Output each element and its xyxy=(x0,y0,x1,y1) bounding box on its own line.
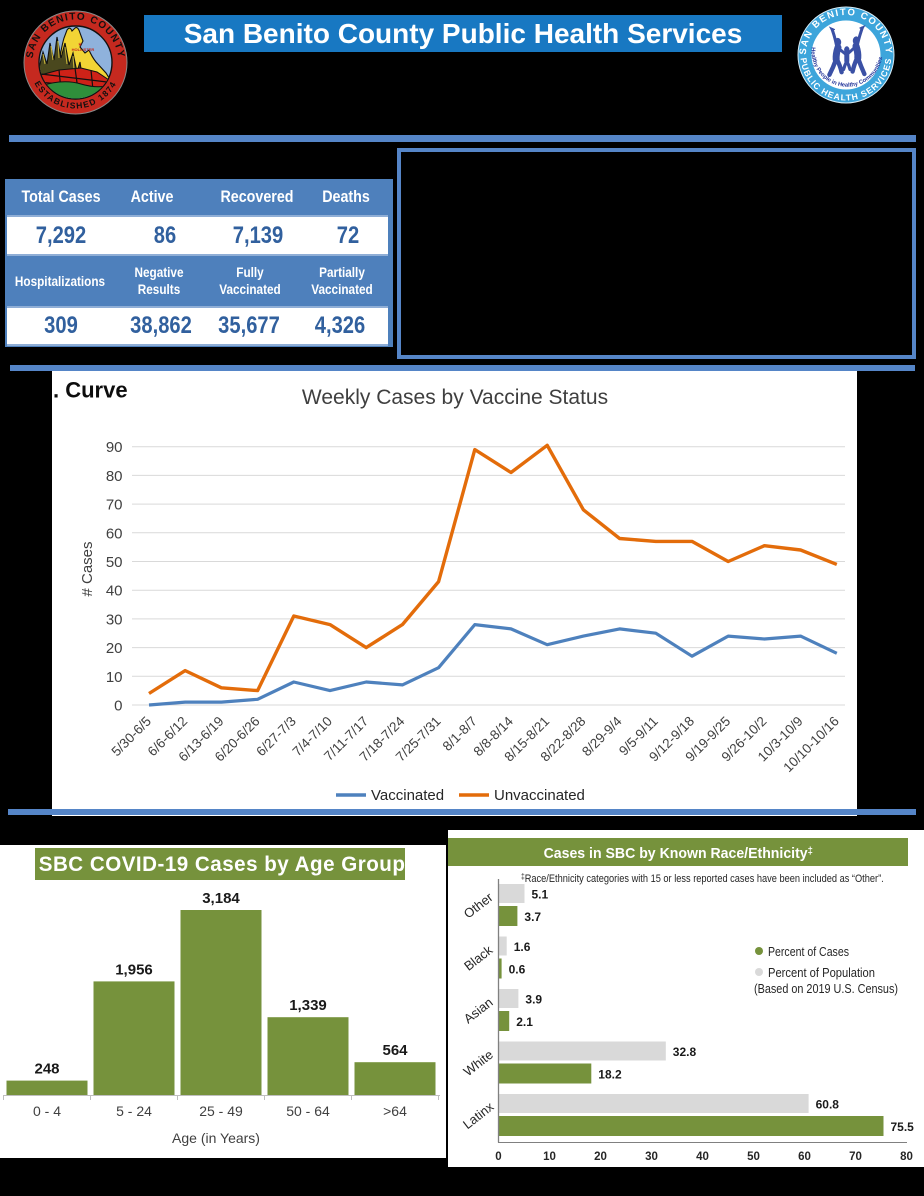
svg-text:(Based on 2019 U.S. Census): (Based on 2019 U.S. Census) xyxy=(754,982,898,996)
svg-text:0 - 4: 0 - 4 xyxy=(33,1103,61,1119)
svg-text:30: 30 xyxy=(106,611,123,628)
svg-text:25 - 49: 25 - 49 xyxy=(199,1103,243,1119)
svg-text:0.6: 0.6 xyxy=(509,963,526,977)
svg-text:Unvaccinated: Unvaccinated xyxy=(494,787,585,804)
svg-text:60: 60 xyxy=(106,525,123,542)
svg-text:70: 70 xyxy=(849,1151,862,1163)
svg-text:1.6: 1.6 xyxy=(514,940,531,954)
svg-text:Latinx: Latinx xyxy=(460,1099,497,1132)
svg-text:248: 248 xyxy=(34,1061,59,1078)
svg-text:★: ★ xyxy=(78,42,83,48)
svg-text:1,956: 1,956 xyxy=(115,961,153,978)
svg-text:60.8: 60.8 xyxy=(816,1098,840,1112)
svg-text:Age (in Years): Age (in Years) xyxy=(172,1130,260,1146)
svg-text:8/29-9/4: 8/29-9/4 xyxy=(579,713,625,759)
svg-text:3.7: 3.7 xyxy=(524,910,541,924)
svg-text:Black: Black xyxy=(461,942,496,974)
svg-text:0: 0 xyxy=(495,1151,501,1163)
svg-text:30: 30 xyxy=(645,1151,658,1163)
svg-text:80: 80 xyxy=(900,1151,913,1163)
svg-text:40: 40 xyxy=(106,583,123,600)
svg-text:>64: >64 xyxy=(383,1103,407,1119)
svg-text:50 - 64: 50 - 64 xyxy=(286,1103,330,1119)
svg-text:3.9: 3.9 xyxy=(525,993,542,1007)
svg-text:Weekly Cases by Vaccine Status: Weekly Cases by Vaccine Status xyxy=(302,386,608,409)
svg-text:20: 20 xyxy=(106,640,123,657)
svg-text:80: 80 xyxy=(106,468,123,485)
svg-text:White: White xyxy=(461,1047,496,1079)
svg-text:2.1: 2.1 xyxy=(516,1015,533,1029)
svg-text:70: 70 xyxy=(106,497,123,514)
svg-text:60: 60 xyxy=(798,1151,811,1163)
svg-text:75.5: 75.5 xyxy=(891,1120,915,1134)
svg-text:# Cases: # Cases xyxy=(79,541,96,596)
svg-text:3,184: 3,184 xyxy=(202,890,240,907)
svg-text:Percent of Population: Percent of Population xyxy=(768,966,875,980)
svg-text:Vaccinated: Vaccinated xyxy=(371,787,444,804)
svg-text:10: 10 xyxy=(543,1151,556,1163)
svg-text:5.1: 5.1 xyxy=(532,888,549,902)
svg-text:HOLLISTER: HOLLISTER xyxy=(72,47,95,52)
svg-text:Asian: Asian xyxy=(461,995,496,1027)
svg-text:50: 50 xyxy=(106,554,123,571)
svg-text:10: 10 xyxy=(106,669,123,686)
svg-text:90: 90 xyxy=(106,439,123,456)
svg-text:5 - 24: 5 - 24 xyxy=(116,1103,152,1119)
svg-text:20: 20 xyxy=(594,1151,607,1163)
svg-text:564: 564 xyxy=(382,1042,408,1059)
svg-text:0: 0 xyxy=(114,698,122,715)
svg-text:Percent of Cases: Percent of Cases xyxy=(768,945,849,959)
svg-text:. Curve: . Curve xyxy=(53,378,128,403)
svg-text:Other: Other xyxy=(461,889,496,921)
svg-text:1,339: 1,339 xyxy=(289,997,327,1014)
svg-text:40: 40 xyxy=(696,1151,709,1163)
svg-text:32.8: 32.8 xyxy=(673,1045,697,1059)
svg-text:18.2: 18.2 xyxy=(598,1068,622,1082)
svg-text:50: 50 xyxy=(747,1151,760,1163)
